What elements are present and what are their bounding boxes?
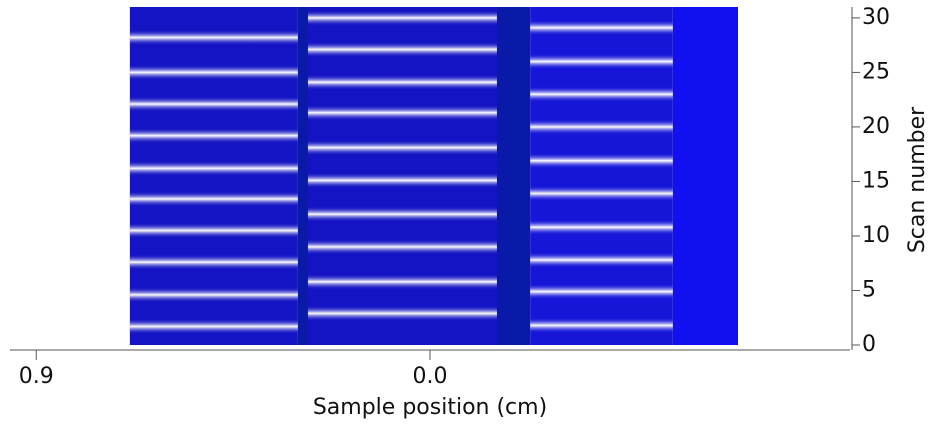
stripe — [307, 274, 497, 290]
y-tick-label: 20 — [862, 114, 890, 139]
stripe — [129, 160, 298, 176]
y-axis-title: Scan number — [905, 106, 930, 253]
stripe — [530, 252, 673, 268]
stripe — [129, 29, 298, 46]
x-axis-title: Sample position (cm) — [313, 395, 547, 420]
stripe — [307, 105, 497, 121]
stripe — [307, 305, 497, 322]
stripe — [307, 41, 497, 58]
y-tick-label: 10 — [862, 223, 890, 248]
stripe — [129, 222, 298, 239]
stripe — [307, 74, 497, 90]
stripe — [129, 318, 298, 335]
stripe — [530, 119, 673, 135]
stripe — [129, 287, 298, 303]
y-tick-label: 30 — [862, 5, 890, 30]
stripe — [307, 239, 497, 255]
stripe — [129, 191, 298, 207]
stripe — [530, 86, 673, 102]
stripe — [129, 254, 298, 270]
x-tick-label: 0.9 — [19, 364, 54, 389]
stripe — [129, 128, 298, 144]
y-tick-label: 0 — [862, 332, 876, 357]
y-tick-label: 5 — [862, 277, 876, 302]
stripe — [530, 153, 673, 169]
stripe — [530, 219, 673, 235]
background-band — [672, 7, 738, 345]
stripe — [307, 206, 497, 222]
y-tick-label: 25 — [862, 59, 890, 84]
stripe — [307, 172, 497, 188]
y-tick-label: 15 — [862, 168, 890, 193]
stripe — [530, 283, 673, 300]
stripe — [307, 140, 497, 156]
stripe — [307, 10, 497, 26]
stripe — [530, 53, 673, 70]
stripe — [530, 20, 673, 36]
stripe — [530, 317, 673, 334]
stripe — [129, 96, 298, 112]
x-tick-label: 0.0 — [413, 364, 448, 389]
stripe — [530, 185, 673, 202]
stripe — [129, 64, 298, 81]
